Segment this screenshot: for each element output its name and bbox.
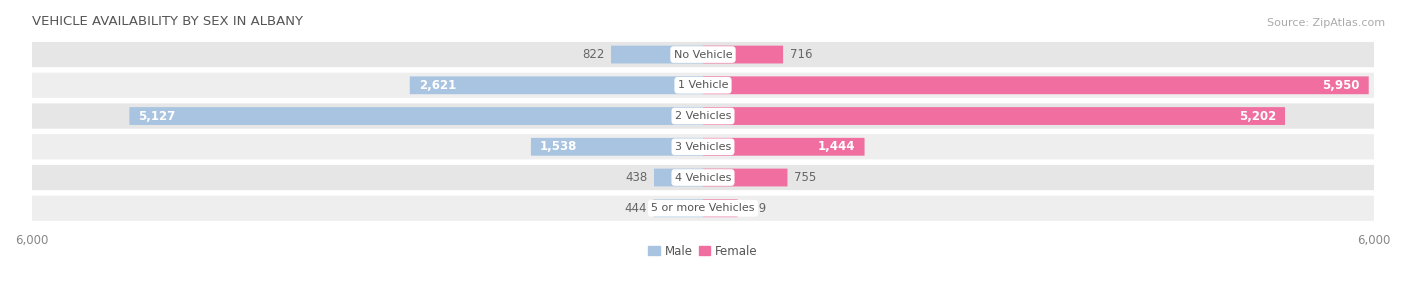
FancyBboxPatch shape xyxy=(129,107,703,125)
Text: 716: 716 xyxy=(790,48,813,61)
Text: Source: ZipAtlas.com: Source: ZipAtlas.com xyxy=(1267,18,1385,28)
Text: 309: 309 xyxy=(744,202,766,215)
FancyBboxPatch shape xyxy=(409,76,703,94)
Text: 5,202: 5,202 xyxy=(1239,110,1277,122)
FancyBboxPatch shape xyxy=(531,138,703,156)
FancyBboxPatch shape xyxy=(654,199,703,217)
FancyBboxPatch shape xyxy=(703,107,1285,125)
FancyBboxPatch shape xyxy=(654,169,703,186)
Text: 2 Vehicles: 2 Vehicles xyxy=(675,111,731,121)
FancyBboxPatch shape xyxy=(32,103,1374,129)
Text: 2,621: 2,621 xyxy=(419,79,456,92)
Text: No Vehicle: No Vehicle xyxy=(673,50,733,60)
Text: 4 Vehicles: 4 Vehicles xyxy=(675,173,731,182)
FancyBboxPatch shape xyxy=(32,165,1374,190)
Text: 5,127: 5,127 xyxy=(138,110,176,122)
FancyBboxPatch shape xyxy=(32,73,1374,98)
Text: 822: 822 xyxy=(582,48,605,61)
FancyBboxPatch shape xyxy=(703,169,787,186)
FancyBboxPatch shape xyxy=(703,76,1368,94)
Text: 444: 444 xyxy=(624,202,647,215)
FancyBboxPatch shape xyxy=(32,196,1374,221)
Text: VEHICLE AVAILABILITY BY SEX IN ALBANY: VEHICLE AVAILABILITY BY SEX IN ALBANY xyxy=(32,15,302,28)
Text: 1,538: 1,538 xyxy=(540,140,578,153)
Text: 5 or more Vehicles: 5 or more Vehicles xyxy=(651,203,755,213)
FancyBboxPatch shape xyxy=(32,42,1374,67)
FancyBboxPatch shape xyxy=(703,138,865,156)
Legend: Male, Female: Male, Female xyxy=(644,240,762,263)
FancyBboxPatch shape xyxy=(32,134,1374,159)
Text: 1 Vehicle: 1 Vehicle xyxy=(678,80,728,90)
Text: 1,444: 1,444 xyxy=(818,140,856,153)
FancyBboxPatch shape xyxy=(612,46,703,63)
Text: 438: 438 xyxy=(626,171,647,184)
FancyBboxPatch shape xyxy=(703,46,783,63)
FancyBboxPatch shape xyxy=(703,199,738,217)
Text: 755: 755 xyxy=(794,171,817,184)
Text: 3 Vehicles: 3 Vehicles xyxy=(675,142,731,152)
Text: 5,950: 5,950 xyxy=(1322,79,1360,92)
